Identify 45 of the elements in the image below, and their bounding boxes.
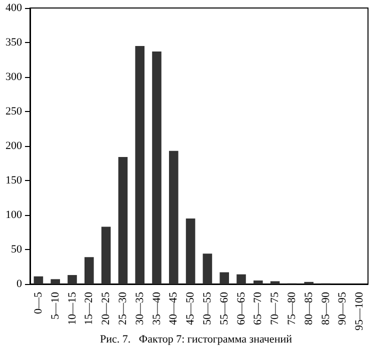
x-tick-label: 85—90 [320,292,332,325]
x-tick-label: 15—20 [83,292,96,325]
x-tick-label: 80—85 [302,292,315,325]
x-tick-label: 90—95 [336,292,349,325]
y-tick-label: 150 [6,174,22,186]
bar [50,279,60,284]
x-tick-label: 60—65 [235,292,248,325]
x-tick-label: 75—80 [286,292,298,325]
x-tick-label: 70—75 [269,292,282,325]
x-tick-label: 30—35 [134,292,146,325]
x-tick-label: 35—40 [150,292,163,325]
bar [270,281,280,284]
x-tick-label: 25—30 [116,292,129,325]
x-tick-label: 50—55 [201,292,214,325]
y-tick-label: 350 [6,36,22,48]
y-tick-label: 250 [6,106,22,118]
bar [236,274,246,284]
x-tick-label: 20—25 [100,292,112,325]
x-tick-label: 5—10 [49,292,62,320]
y-tick-label: 100 [6,209,22,221]
y-tick-label: 50 [11,244,22,256]
x-tick-label: 45—50 [184,292,197,325]
bar [84,257,94,284]
bar [135,46,144,284]
y-tick-label: 300 [6,71,22,83]
bar [202,254,212,284]
bar [169,150,178,284]
bar [101,226,111,284]
y-tick-label: 200 [6,140,22,152]
text: Рис. 7. Фактор 7: гистограмма значений [100,334,292,346]
y-tick-label: 400 [6,2,22,14]
bar [68,275,77,284]
x-tick-label: 95—100 [354,292,366,330]
x-tick-label: 55—60 [218,292,230,325]
x-tick-label: 10—15 [66,292,78,325]
bar [118,157,128,284]
bar [34,276,44,284]
x-tick-label: 0—5 [32,292,44,314]
x-tick-label: 40—45 [168,292,180,325]
bar [152,51,162,284]
x-tick-label: 65—70 [252,292,264,325]
bar [220,272,229,284]
y-tick-label: 0 [16,278,22,290]
bar [254,280,263,284]
bar [186,218,196,284]
